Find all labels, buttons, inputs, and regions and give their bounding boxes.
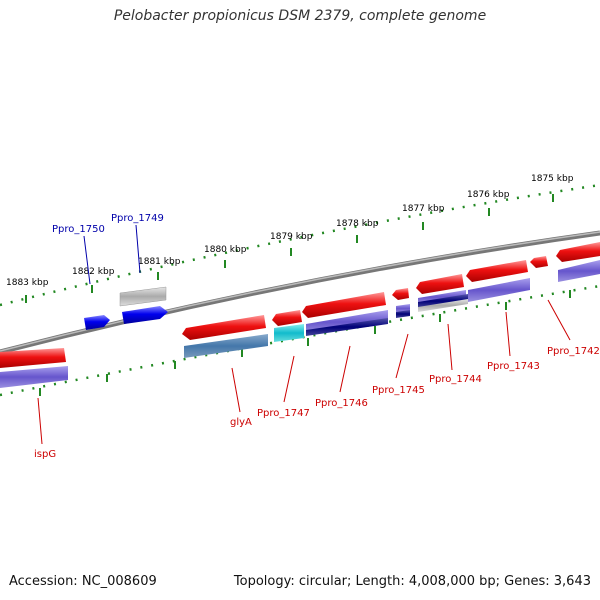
gene-ppro-1742-outer[interactable] [530,256,548,268]
kbp-label-1882: 1882 kbp [72,267,115,277]
gene-ppro-1745-outer[interactable] [392,288,409,300]
inner-ruler [0,284,600,397]
outer-major-ticks [25,194,554,303]
inner-major-ticks [39,290,571,396]
gene-label-ppro-1749[interactable]: Ppro_1749 [111,213,164,224]
label-connectors-red [37,299,571,445]
gene-ppro-1749-outer[interactable] [119,286,167,307]
gene-ppro-1746-outer[interactable] [302,292,386,318]
gene-label-ispG[interactable]: ispG [34,449,56,460]
kbp-label-1881: 1881 kbp [138,257,181,267]
kbp-label-1883: 1883 kbp [6,278,49,288]
gene-ppro-1744-outer[interactable] [416,274,464,294]
gene-ppro-1747-outer[interactable] [272,310,302,326]
cds-ispG[interactable] [0,366,68,388]
cds-ppro-1745[interactable] [396,310,410,318]
map-title: Pelobacter propionicus DSM 2379, complet… [113,8,487,24]
gene-label-ppro-1743[interactable]: Ppro_1743 [487,361,540,372]
gene-ppro-1749[interactable] [122,306,168,324]
gene-ispG-outer[interactable] [0,348,66,368]
gene-ppro-1750[interactable] [84,315,110,330]
gene-label-ppro-1750[interactable]: Ppro_1750 [52,224,105,235]
cds-right-edge[interactable] [558,260,600,282]
cds-glyA[interactable] [184,334,268,358]
cds-ppro-1746-navy[interactable] [306,318,388,336]
gene-label-ppro-1744[interactable]: Ppro_1744 [429,374,482,385]
kbp-label-1879: 1879 kbp [270,232,313,242]
gene-label-ppro-1745[interactable]: Ppro_1745 [372,385,425,396]
cds-ppro-1744[interactable] [418,294,468,308]
genome-backbone [0,230,600,355]
gene-label-glyA[interactable]: glyA [230,417,252,428]
label-connectors-blue [83,224,141,285]
gene-right-edge-outer[interactable] [556,242,600,262]
gene-label-ppro-1742[interactable]: Ppro_1742 [547,346,600,357]
kbp-label-1877: 1877 kbp [402,204,445,214]
gene-label-ppro-1746[interactable]: Ppro_1746 [315,398,368,409]
gene-label-ppro-1747[interactable]: Ppro_1747 [257,408,310,419]
genome-summary-text: Topology: circular; Length: 4,008,000 bp… [233,574,591,589]
cds-ppro-1744-gray[interactable] [418,299,468,312]
kbp-label-1875: 1875 kbp [531,174,574,184]
gene-glyA-outer[interactable] [182,315,266,340]
kbp-label-1878: 1878 kbp [336,219,379,229]
accession-text: Accession: NC_008609 [9,574,157,589]
gene-ppro-1743-outer[interactable] [466,260,528,282]
genome-backbone-highlight [0,231,600,352]
kbp-label-1876: 1876 kbp [467,190,510,200]
kbp-label-1880: 1880 kbp [204,245,247,255]
cds-ppro-1747[interactable] [274,324,304,342]
cds-ppro-1743[interactable] [468,278,530,302]
